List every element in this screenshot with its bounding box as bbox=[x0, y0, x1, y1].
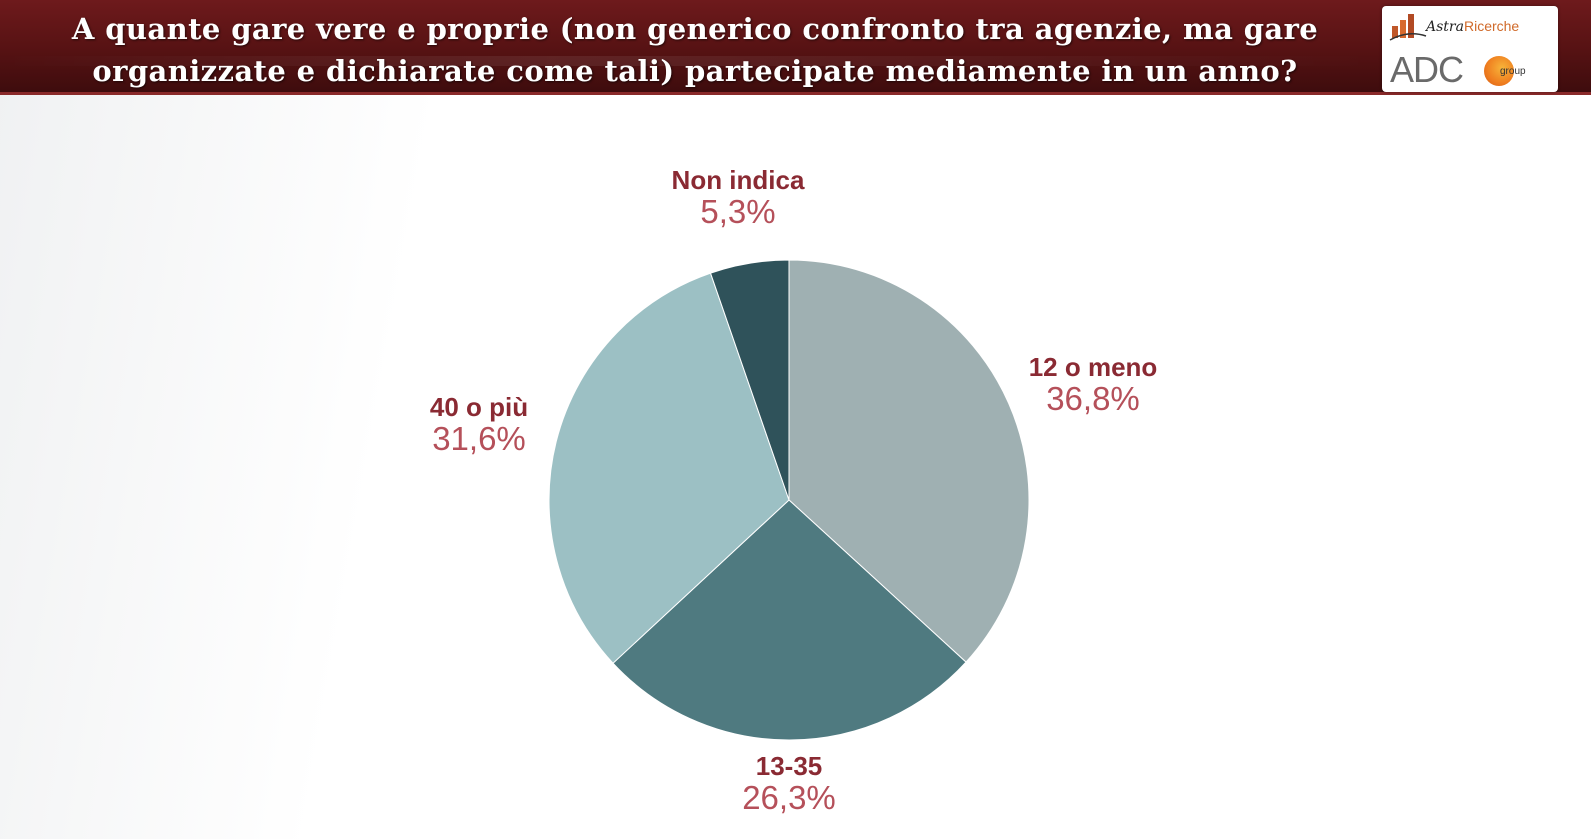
background-shade bbox=[0, 95, 600, 839]
title-line-2: organizzate e dichiarate come tali) part… bbox=[92, 54, 1298, 88]
pie-slice-12-o-meno bbox=[788, 259, 1030, 663]
pie-slice-non-indica bbox=[709, 259, 790, 501]
adc-logo-text: ADC bbox=[1390, 49, 1464, 90]
title-line-1: A quante gare vere e proprie (non generi… bbox=[71, 12, 1319, 46]
slice-value: 31,6% bbox=[432, 420, 526, 457]
astra-logo-text: AstraRicerche bbox=[1426, 18, 1520, 35]
slice-label-40-o-piu: 40 o più 31,6% bbox=[359, 392, 599, 456]
pie-slice-40-o-pi bbox=[548, 272, 790, 664]
slice-value: 36,8% bbox=[1046, 380, 1140, 417]
slice-value: 5,3% bbox=[700, 193, 776, 230]
logo-box: AstraRicerche ADC group bbox=[1382, 6, 1558, 92]
slice-name: 13-35 bbox=[755, 751, 823, 781]
slice-name: 40 o più bbox=[429, 392, 529, 422]
header-stripe bbox=[0, 56, 1380, 66]
adc-logo-group-text: group bbox=[1500, 66, 1526, 77]
header-bar: A quante gare vere e proprie (non generi… bbox=[0, 0, 1591, 95]
pie-slice-13-35 bbox=[612, 499, 967, 741]
slice-value: 26,3% bbox=[742, 779, 836, 816]
slice-label-13-35: 13-35 26,3% bbox=[669, 751, 909, 815]
slice-name: 12 o meno bbox=[1028, 352, 1158, 382]
slice-label-12-o-meno: 12 o meno 36,8% bbox=[973, 352, 1213, 416]
slice-label-non-indica: Non indica 5,3% bbox=[618, 165, 858, 229]
astra-logo-icon bbox=[1389, 14, 1427, 41]
slice-name: Non indica bbox=[671, 165, 805, 195]
adc-logo-circle-icon bbox=[1484, 56, 1514, 86]
page-title: A quante gare vere e proprie (non generi… bbox=[20, 8, 1370, 92]
